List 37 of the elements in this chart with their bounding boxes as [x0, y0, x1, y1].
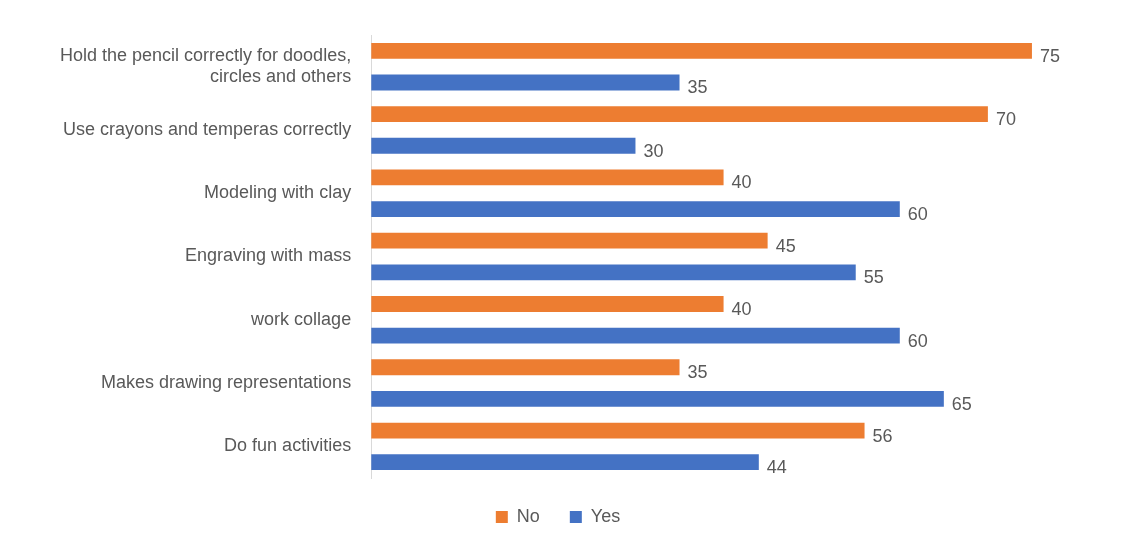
- bar: [371, 296, 724, 312]
- y-tick-label: work collage: [250, 308, 352, 329]
- bar: [371, 106, 988, 123]
- bar: [371, 74, 680, 91]
- y-tick-label: Makes drawing representations: [101, 372, 352, 393]
- bar: [371, 454, 759, 471]
- data-label: 35: [687, 362, 708, 383]
- y-tick-label: Do fun activities: [224, 435, 352, 456]
- data-label: 44: [766, 457, 787, 478]
- bar: [371, 264, 856, 281]
- bar: [371, 422, 865, 439]
- data-label: 65: [951, 393, 972, 414]
- data-label: 35: [687, 77, 708, 98]
- y-tick-label: Modeling with clay: [204, 182, 352, 203]
- data-label: 70: [995, 109, 1016, 130]
- data-label: 40: [731, 298, 752, 319]
- bar: [371, 390, 944, 407]
- bar: [371, 137, 636, 154]
- data-label: 30: [643, 140, 664, 161]
- data-label: 60: [907, 330, 928, 351]
- data-label: 45: [775, 235, 796, 256]
- y-tick-label: Engraving with mass: [185, 245, 352, 266]
- data-label: 60: [907, 204, 928, 224]
- bar: [371, 169, 724, 186]
- bar: [371, 201, 900, 217]
- data-label: 40: [731, 172, 752, 193]
- bar: [371, 232, 768, 249]
- data-label: 56: [872, 425, 893, 446]
- legend-label: No: [516, 505, 540, 526]
- bar: [371, 42, 1032, 59]
- bar: [371, 327, 900, 344]
- y-tick-label: Use crayons and temperas correctly: [63, 118, 352, 139]
- bar: [371, 359, 680, 376]
- legend-label: Yes: [590, 505, 621, 526]
- data-label: 55: [863, 267, 884, 288]
- data-label: 75: [1039, 45, 1060, 66]
- y-tick-label: Hold the pencil correctly for doodles, circles and others: [59, 44, 352, 87]
